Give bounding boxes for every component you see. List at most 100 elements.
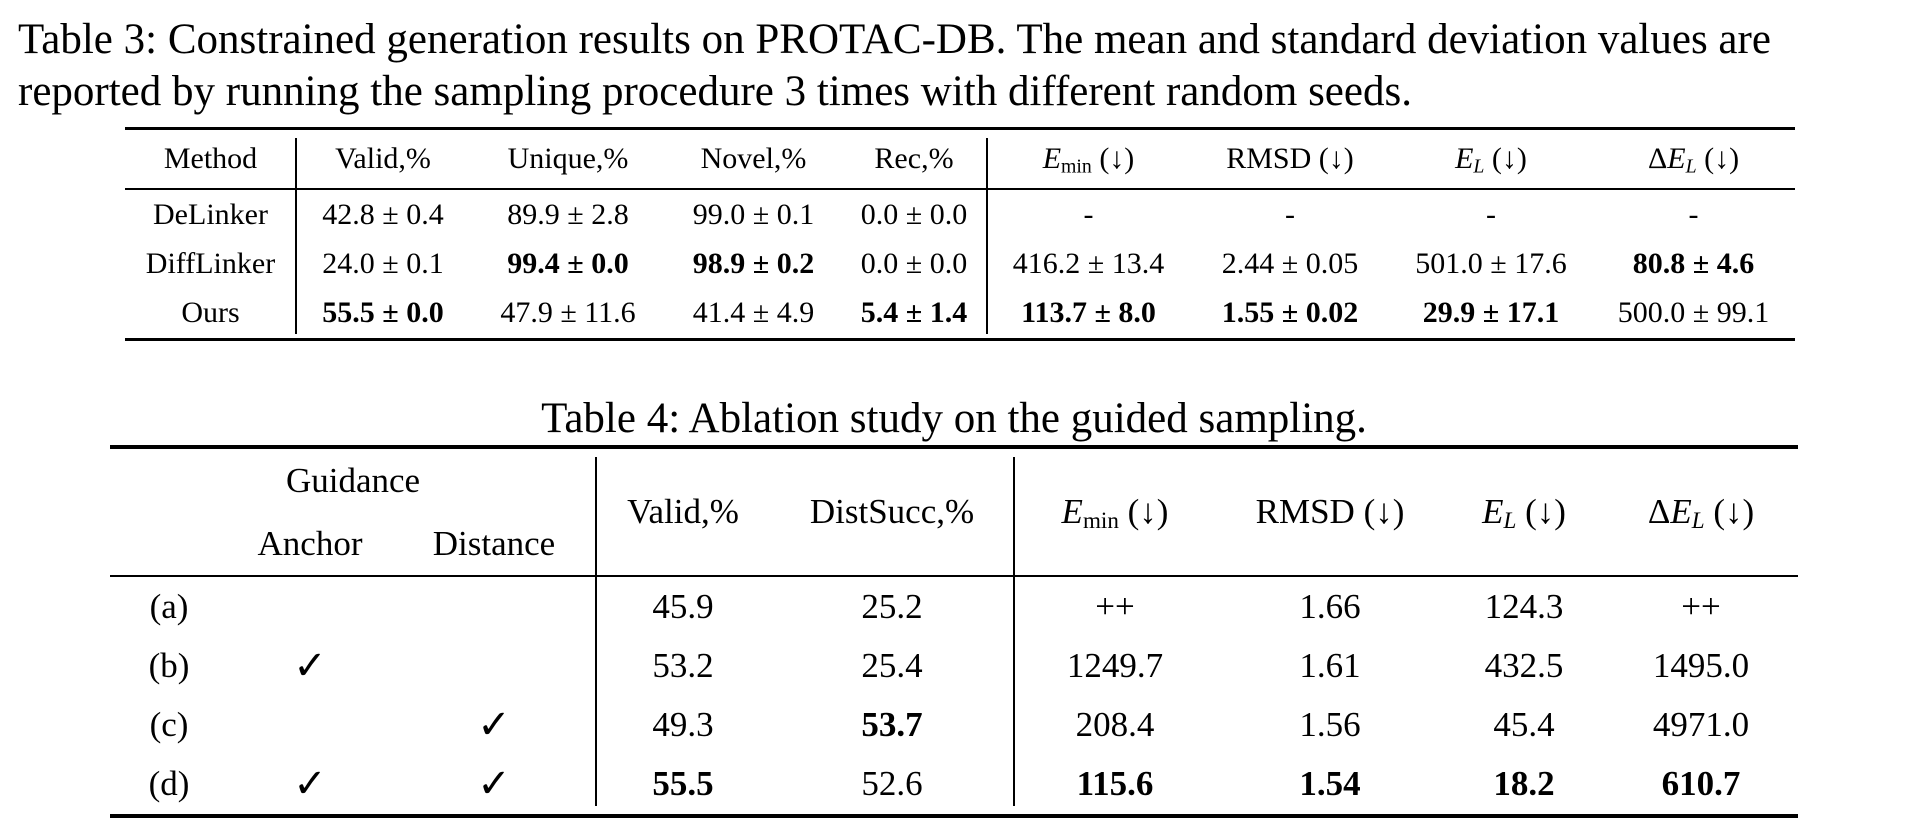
t3-value-cell-r0-c5: - (1285, 197, 1295, 231)
math-metric-label: Emin (↓) (1061, 492, 1169, 534)
t3-value-cell-r1-c1: 99.4 ± 0.0 (507, 246, 629, 280)
table4-vertical-rule-2 (1013, 457, 1015, 806)
t4-row-label-0: (a) (149, 586, 189, 626)
table3-caption: Table 3: Constrained generation results … (18, 14, 1771, 118)
t4-header-distance: Distance (432, 523, 556, 563)
t4-value-cell-r3-c5: 610.7 (1661, 764, 1741, 804)
t3-value-cell-r0-c0: 42.8 ± 0.4 (322, 197, 444, 231)
table4-body: (a) 45.9 25.2 ++ 1.66 124.3 ++ (b) ✓ 53.2 25.4 1249… (110, 577, 1798, 814)
math-metric-label: EL (↓) (1455, 142, 1527, 178)
t3-header-metric-4: Rec,% (874, 142, 954, 175)
t4-value-cell-r1-c1: 25.4 (861, 645, 923, 685)
t4-value-cell-r0-c4: 124.3 (1484, 586, 1564, 626)
t3-value-cell-r1-c6: 501.0 ± 17.6 (1415, 246, 1567, 280)
table3-caption-line1: Table 3: Constrained generation results … (18, 16, 1771, 63)
t4-anchor-check-0 (228, 577, 392, 636)
t3-value-cell-r0-c6: - (1486, 197, 1496, 231)
t4-value-cell-r3-c0: 55.5 (652, 764, 714, 804)
t3-row-label-delinker: DeLinker (153, 197, 268, 231)
t4-distance-check-2: ✓ (477, 702, 511, 749)
table4-header: Guidance Anchor Distance Valid,% DistSucc,% E… (110, 449, 1798, 577)
t4-anchor-check-1: ✓ (293, 642, 327, 689)
t4-value-cell-r0-c0: 45.9 (652, 586, 714, 626)
t4-value-cell-r2-c4: 45.4 (1493, 705, 1555, 745)
math-metric-label: RMSD (↓) (1226, 142, 1354, 175)
t3-value-cell-r1-c2: 98.9 ± 0.2 (692, 246, 815, 280)
table4-caption: Table 4: Ablation study on the guided sa… (541, 395, 1367, 442)
table3-vertical-rule-2 (986, 138, 988, 334)
t3-value-cell-r2-c7: 500.0 ± 99.1 (1617, 296, 1770, 330)
math-metric-label: RMSD (↓) (1255, 492, 1405, 531)
t3-value-cell-r2-c2: 41.4 ± 4.9 (692, 296, 815, 330)
t4-value-cell-r3-c3: 1.54 (1299, 764, 1361, 804)
t3-value-cell-r2-c3: 5.4 ± 1.4 (860, 296, 968, 330)
t4-value-cell-r0-c1: 25.2 (861, 586, 923, 626)
t4-value-cell-r1-c0: 53.2 (652, 645, 714, 685)
t3-value-cell-r2-c6: 29.9 ± 17.1 (1422, 296, 1560, 330)
table3-caption-line2: reported by running the sampling procedu… (18, 68, 1412, 115)
t3-row-label-ours: Ours (181, 296, 240, 330)
t4-row-label-2: (c) (149, 705, 189, 745)
t3-value-cell-r2-c5: 1.55 ± 0.02 (1221, 296, 1359, 330)
t3-header-metric-1: Valid,% (335, 142, 431, 175)
t4-value-cell-r2-c3: 1.56 (1299, 705, 1361, 745)
t4-value-cell-r1-c4: 432.5 (1484, 645, 1564, 685)
t4-value-cell-r0-c5: ++ (1681, 586, 1721, 626)
t4-value-cell-r0-c2: ++ (1095, 586, 1135, 626)
t4-value-cell-r2-c5: 4971.0 (1652, 705, 1750, 745)
t3-value-cell-r2-c1: 47.9 ± 11.6 (500, 296, 636, 330)
t3-value-cell-r0-c1: 89.9 ± 2.8 (507, 197, 629, 231)
t4-distance-check-1 (392, 636, 596, 695)
t4-header-guidance: Guidance (285, 460, 421, 500)
t3-value-cell-r0-c4: - (1083, 197, 1094, 231)
t3-value-cell-r1-c0: 24.0 ± 0.1 (322, 246, 444, 280)
t4-value-cell-r3-c4: 18.2 (1493, 764, 1555, 804)
t4-value-cell-r0-c3: 1.66 (1299, 586, 1361, 626)
t3-header-energy-3: ΔEL (↓) (1592, 130, 1795, 188)
t3-header-method: Method (163, 142, 258, 175)
t3-value-cell-r1-c7: 80.8 ± 4.6 (1632, 246, 1755, 280)
table4: Guidance Anchor Distance Valid,% DistSucc,% E… (110, 445, 1798, 818)
t4-header-anchor: Anchor (257, 523, 363, 563)
t4-value-cell-r2-c2: 208.4 (1075, 705, 1155, 745)
table3-body: DeLinker 42.8 ± 0.4 89.9 ± 2.8 99.0 ± 0.1 0.… (125, 190, 1795, 338)
t3-header-energy-0: Emin (↓) (987, 130, 1190, 188)
t4-value-cell-r1-c5: 1495.0 (1652, 645, 1750, 685)
t4-distance-check-3: ✓ (477, 761, 511, 808)
t3-value-cell-r1-c4: 416.2 ± 13.4 (1012, 246, 1165, 280)
math-metric-label: Emin (↓) (1042, 142, 1135, 178)
t3-value-cell-r2-c0: 55.5 ± 0.0 (322, 296, 444, 330)
math-metric-label: EL (↓) (1482, 492, 1566, 534)
t4-value-cell-r2-c0: 49.3 (652, 705, 714, 745)
table3: Method Valid,% Unique,% Novel,% Rec,% Emin (↓… (125, 127, 1795, 341)
t3-header-energy-2: EL (↓) (1390, 130, 1592, 188)
t4-row-label-3: (d) (148, 764, 190, 804)
t4-value-cell-r3-c2: 115.6 (1076, 764, 1154, 804)
t3-value-cell-r1-c3: 0.0 ± 0.0 (860, 246, 968, 280)
t3-value-cell-r2-c4: 113.7 ± 8.0 (1021, 296, 1156, 330)
t4-value-cell-r1-c2: 1249.7 (1066, 645, 1164, 685)
t4-header-metric-0: Valid,% (627, 492, 739, 531)
t3-header-energy-1: RMSD (↓) (1190, 130, 1390, 188)
t4-header-energy-0: Emin (↓) (1014, 449, 1216, 575)
t4-row-label-1: (b) (148, 645, 190, 685)
t4-value-cell-r3-c1: 52.6 (861, 764, 923, 804)
t3-value-cell-r0-c7: - (1688, 197, 1699, 231)
t3-value-cell-r1-c5: 2.44 ± 0.05 (1221, 246, 1359, 280)
t4-header-energy-3: ΔEL (↓) (1604, 449, 1798, 575)
t4-distance-check-0 (392, 577, 596, 636)
table3-header-row: Method Valid,% Unique,% Novel,% Rec,% Emin (↓… (125, 130, 1795, 190)
math-metric-label: ΔEL (↓) (1647, 492, 1755, 534)
table4-vertical-rule-1 (595, 457, 597, 806)
math-metric-label: ΔEL (↓) (1647, 142, 1740, 178)
t4-value-cell-r1-c3: 1.61 (1299, 645, 1361, 685)
table3-vertical-rule-1 (295, 138, 297, 334)
t3-row-label-difflinker: DiffLinker (145, 246, 276, 280)
t4-header-energy-2: EL (↓) (1444, 449, 1604, 575)
t4-header-metric-1: DistSucc,% (809, 492, 975, 531)
t4-value-cell-r2-c1: 53.7 (861, 705, 923, 745)
t4-header-energy-1: RMSD (↓) (1216, 449, 1444, 575)
t3-header-metric-2: Unique,% (507, 142, 629, 175)
t4-anchor-check-2 (228, 696, 392, 755)
